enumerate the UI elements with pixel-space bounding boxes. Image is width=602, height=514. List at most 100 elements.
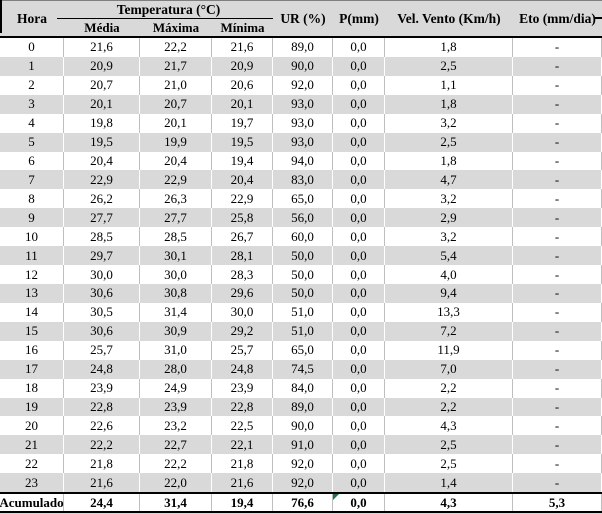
- row-value-cell: -: [513, 227, 602, 247]
- row-value-cell: 2,9: [385, 208, 513, 228]
- row-value-cell: 21,6: [212, 473, 273, 493]
- row-hour-cell: 19: [0, 397, 64, 417]
- top-border-line: [0, 0, 602, 1]
- row-value-cell: 20,4: [64, 151, 140, 171]
- bottom-gray-strip: [0, 512, 602, 514]
- row-value-cell: 0,0: [333, 283, 385, 303]
- row-value-cell: 22,1: [212, 435, 273, 455]
- row-value-cell: 20,9: [212, 56, 273, 76]
- row-value-cell: -: [513, 321, 602, 341]
- row-hour-cell: 12: [0, 265, 64, 284]
- row-value-cell: 22,9: [212, 189, 273, 209]
- row-value-cell: 92,0: [273, 454, 333, 474]
- header-minima: Mínima: [220, 19, 265, 35]
- header-separator-line: [0, 36, 602, 38]
- row-value-cell: 26,7: [212, 227, 273, 247]
- row-value-cell: 0,0: [333, 378, 385, 398]
- row-value-cell: 21,6: [212, 38, 273, 57]
- row-value-cell: 22,2: [64, 435, 140, 455]
- row-value-cell: 50,0: [273, 283, 333, 303]
- row-hour-cell: 13: [0, 283, 64, 303]
- row-hour-cell: 16: [0, 340, 64, 360]
- row-hour-cell: 18: [0, 378, 64, 398]
- table-header: Hora Temperatura (°C) Média Máxima Mínim…: [0, 1, 602, 36]
- table-row: 4 19,8 20,1 19,7 93,0 0,0 3,2-: [0, 113, 602, 133]
- row-value-cell: 90,0: [273, 56, 333, 76]
- row-hour-cell: 1: [0, 56, 64, 76]
- row-value-cell: -: [513, 94, 602, 114]
- row-value-cell: -: [513, 75, 602, 95]
- row-value-cell: 92,0: [273, 473, 333, 493]
- row-value-cell: 22,2: [140, 38, 212, 57]
- row-value-cell: 19,8: [64, 113, 140, 133]
- footer-ur-value: 76,6: [273, 494, 333, 511]
- row-hour-cell: 0: [0, 38, 64, 57]
- row-value-cell: 21,8: [64, 454, 140, 474]
- row-hour-cell: 7: [0, 170, 64, 190]
- row-value-cell: 28,1: [212, 246, 273, 266]
- row-value-cell: 2,2: [385, 378, 513, 398]
- row-value-cell: 0,0: [333, 94, 385, 114]
- header-maxima: Máxima: [152, 19, 200, 35]
- row-value-cell: 0,0: [333, 473, 385, 493]
- row-value-cell: 22,7: [140, 435, 212, 455]
- table-row: 18 23,9 24,9 23,9 84,0 0,0 2,2-: [0, 378, 602, 398]
- row-value-cell: -: [513, 416, 602, 436]
- footer-bottom-line: [0, 511, 602, 513]
- table-row: 21 22,2 22,7 22,1 91,0 0,0 2,5-: [0, 435, 602, 455]
- row-hour-cell: 4: [0, 113, 64, 133]
- header-eto: Eto (mm/dia): [519, 10, 596, 26]
- row-hour-cell: 22: [0, 454, 64, 474]
- row-value-cell: 31,0: [140, 340, 212, 360]
- row-value-cell: 0,0: [333, 454, 385, 474]
- footer-top-line: [0, 492, 602, 494]
- row-value-cell: 19,9: [140, 132, 212, 152]
- table-row: 20 22,6 23,2 22,5 90,0 0,0 4,3-: [0, 416, 602, 436]
- table-row: 6 20,4 20,4 19,4 94,0 0,0 1,8-: [0, 151, 602, 171]
- table-row: 11 29,7 30,1 28,1 50,0 0,0 5,4-: [0, 246, 602, 266]
- row-value-cell: 4,3: [385, 416, 513, 436]
- row-value-cell: 29,6: [212, 283, 273, 303]
- header-p: P(mm): [339, 10, 379, 26]
- row-value-cell: 94,0: [273, 151, 333, 171]
- table-row: 22 21,8 22,2 21,8 92,0 0,0 2,5-: [0, 454, 602, 474]
- row-value-cell: 24,8: [64, 359, 140, 379]
- row-value-cell: 22,8: [212, 397, 273, 417]
- row-value-cell: 4,0: [385, 265, 513, 284]
- row-value-cell: 19,5: [212, 132, 273, 152]
- row-hour-cell: 20: [0, 416, 64, 436]
- row-value-cell: 25,7: [64, 340, 140, 360]
- row-value-cell: 21,6: [64, 38, 140, 57]
- row-value-cell: -: [513, 454, 602, 474]
- row-value-cell: 90,0: [273, 416, 333, 436]
- row-value-cell: 30,6: [64, 283, 140, 303]
- left-edge-mark: [0, 0, 2, 33]
- row-value-cell: 21,6: [64, 473, 140, 493]
- row-value-cell: 0,0: [333, 265, 385, 284]
- row-value-cell: -: [513, 113, 602, 133]
- row-value-cell: 0,0: [333, 170, 385, 190]
- row-value-cell: 20,4: [140, 151, 212, 171]
- row-value-cell: 28,3: [212, 265, 273, 284]
- footer-p-text: 0,0: [350, 494, 367, 510]
- row-value-cell: 7,0: [385, 359, 513, 379]
- table-row: 12 30,0 30,0 28,3 50,0 0,0 4,0-: [0, 265, 602, 284]
- row-value-cell: 93,0: [273, 113, 333, 133]
- row-value-cell: 11,9: [385, 340, 513, 360]
- table-row: 19 22,8 23,9 22,8 89,0 0,0 2,2-: [0, 397, 602, 417]
- row-value-cell: 30,9: [140, 321, 212, 341]
- row-value-cell: 0,0: [333, 359, 385, 379]
- row-value-cell: 19,7: [212, 113, 273, 133]
- row-value-cell: 26,2: [64, 189, 140, 209]
- row-hour-cell: 5: [0, 132, 64, 152]
- row-hour-cell: 6: [0, 151, 64, 171]
- row-value-cell: 0,0: [333, 75, 385, 95]
- row-hour-cell: 17: [0, 359, 64, 379]
- row-value-cell: 2,2: [385, 397, 513, 417]
- row-value-cell: 1,1: [385, 75, 513, 95]
- row-value-cell: -: [513, 378, 602, 398]
- cell-flag-triangle-icon: [333, 494, 339, 500]
- row-value-cell: 1,8: [385, 38, 513, 57]
- row-value-cell: -: [513, 170, 602, 190]
